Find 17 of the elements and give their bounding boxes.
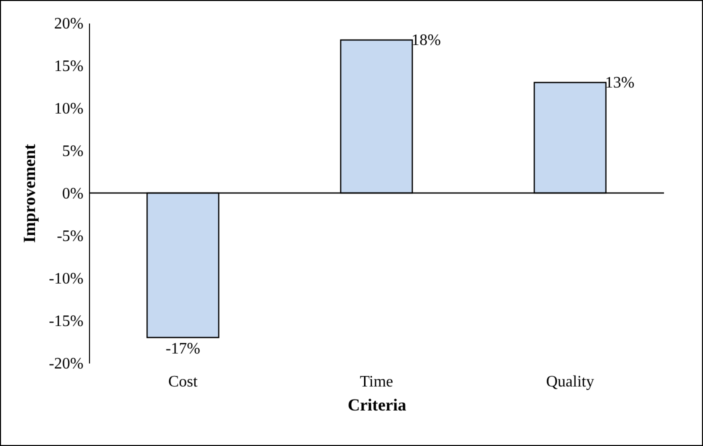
y-tick-label: 20%: [54, 16, 84, 32]
y-tick-label: -5%: [56, 228, 84, 245]
data-label: 13%: [605, 74, 634, 92]
x-tick-label: Time: [360, 374, 394, 390]
data-label: 18%: [412, 32, 441, 49]
data-label: -17%: [166, 340, 200, 358]
y-tick-label: -15%: [48, 313, 84, 330]
y-tick-label: -20%: [48, 356, 84, 372]
y-tick-label: -10%: [48, 270, 84, 288]
y-tick-label: 15%: [54, 58, 84, 75]
x-axis-title: Criteria: [348, 396, 407, 414]
x-tick-label: Quality: [546, 374, 594, 390]
y-tick-label: 0%: [62, 186, 84, 202]
y-tick-label: 5%: [62, 143, 84, 160]
y-axis-title: Improvement: [20, 144, 39, 243]
y-tick-label: 10%: [54, 100, 84, 118]
x-tick-label: Cost: [168, 374, 198, 390]
